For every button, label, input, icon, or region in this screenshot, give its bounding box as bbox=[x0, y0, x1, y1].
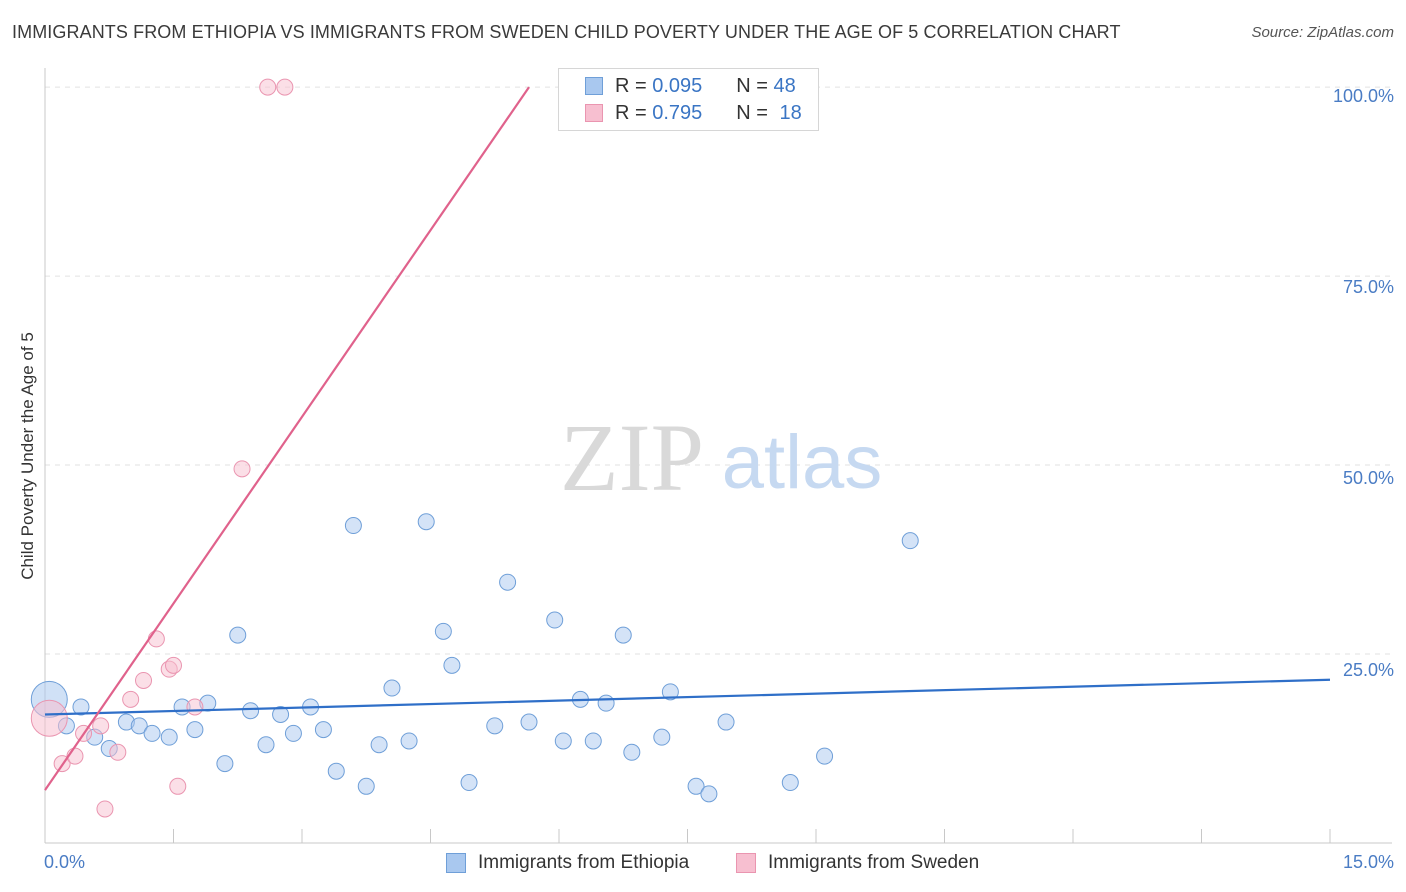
trend-line-ethiopia bbox=[44, 678, 1331, 716]
point-ethiopia-34 bbox=[554, 732, 572, 750]
point-ethiopia-28 bbox=[443, 656, 461, 674]
point-ethiopia-17 bbox=[284, 724, 302, 742]
point-sweden-6 bbox=[109, 743, 127, 761]
trend-line-sweden bbox=[44, 86, 530, 791]
point-sweden-15 bbox=[259, 78, 277, 96]
point-ethiopia-38 bbox=[614, 626, 632, 644]
source-label: Source: ZipAtlas.com bbox=[1251, 24, 1394, 41]
y-tick-label-50: 50.0% bbox=[1342, 468, 1394, 488]
point-ethiopia-40 bbox=[653, 728, 671, 746]
legend-r-value-sweden: 0.795 bbox=[652, 101, 703, 124]
watermark: ZIP atlas bbox=[560, 404, 882, 511]
point-ethiopia-41 bbox=[661, 683, 679, 701]
point-ethiopia-39 bbox=[623, 743, 641, 761]
point-ethiopia-22 bbox=[357, 777, 375, 795]
point-ethiopia-32 bbox=[520, 713, 538, 731]
bottom-legend-ethiopia: Immigrants from Ethiopia bbox=[446, 852, 689, 874]
point-ethiopia-16 bbox=[272, 706, 290, 723]
point-ethiopia-10 bbox=[186, 721, 204, 739]
y-tick-label-25: 25.0% bbox=[1342, 660, 1394, 680]
point-ethiopia-45 bbox=[781, 774, 799, 792]
bottom-legend-label-ethiopia: Immigrants from Ethiopia bbox=[478, 852, 690, 873]
y-tick-label-75: 75.0% bbox=[1342, 277, 1394, 297]
point-sweden-14 bbox=[233, 460, 251, 478]
point-ethiopia-14 bbox=[242, 702, 260, 720]
y-tick-label-100: 100.0% bbox=[1332, 86, 1394, 106]
point-ethiopia-20 bbox=[327, 762, 345, 780]
point-ethiopia-46 bbox=[816, 747, 834, 765]
x-tick-label-min: 0.0% bbox=[44, 852, 86, 872]
point-sweden-11 bbox=[165, 656, 182, 674]
bottom-legend-swatch-ethiopia bbox=[446, 853, 466, 873]
gridlines bbox=[45, 86, 1392, 655]
point-sweden-8 bbox=[135, 671, 153, 689]
point-sweden-7 bbox=[122, 690, 140, 708]
point-ethiopia-15 bbox=[257, 736, 275, 754]
point-ethiopia-24 bbox=[383, 679, 401, 697]
point-ethiopia-44 bbox=[717, 713, 735, 731]
chart-title: IMMIGRANTS FROM ETHIOPIA VS IMMIGRANTS F… bbox=[12, 22, 1121, 42]
correlation-legend: R = 0.095 N = 48 R = 0.795 N = 18 bbox=[558, 68, 819, 131]
point-ethiopia-30 bbox=[486, 717, 504, 735]
point-ethiopia-2 bbox=[72, 698, 90, 716]
point-ethiopia-8 bbox=[160, 728, 178, 746]
point-ethiopia-29 bbox=[460, 774, 478, 792]
point-sweden-9 bbox=[147, 630, 165, 648]
point-ethiopia-37 bbox=[597, 694, 615, 712]
point-ethiopia-42 bbox=[687, 777, 705, 795]
legend-row-sweden: R = 0.795 N = 18 bbox=[585, 100, 802, 126]
point-sweden-13 bbox=[186, 698, 204, 716]
legend-r-value-ethiopia: 0.095 bbox=[652, 74, 703, 97]
point-sweden-4 bbox=[92, 717, 110, 735]
watermark-zip: ZIP bbox=[560, 404, 704, 511]
point-ethiopia-27 bbox=[434, 622, 452, 640]
point-ethiopia-21 bbox=[344, 517, 362, 535]
trend-lines bbox=[44, 86, 1331, 791]
point-ethiopia-7 bbox=[143, 724, 161, 742]
point-ethiopia-43 bbox=[700, 785, 718, 803]
point-sweden-5 bbox=[96, 800, 114, 818]
point-ethiopia-13 bbox=[229, 626, 247, 644]
point-ethiopia-25 bbox=[400, 732, 418, 750]
point-ethiopia-6 bbox=[130, 717, 148, 735]
point-ethiopia-19 bbox=[314, 721, 332, 739]
point-ethiopia-12 bbox=[216, 755, 234, 773]
point-ethiopia-31 bbox=[499, 573, 517, 591]
legend-n-label: N = bbox=[736, 74, 768, 97]
legend-row-ethiopia: R = 0.095 N = 48 bbox=[585, 73, 796, 99]
point-ethiopia-33 bbox=[546, 611, 564, 629]
legend-n-value-sweden: 18 bbox=[779, 101, 802, 124]
bottom-legend-swatch-sweden bbox=[736, 853, 756, 873]
legend-r-label: R = bbox=[615, 101, 647, 124]
point-sweden-16 bbox=[276, 78, 294, 96]
bottom-legend-sweden: Immigrants from Sweden bbox=[736, 852, 979, 874]
legend-swatch-sweden bbox=[585, 104, 603, 122]
legend-n-value-ethiopia: 48 bbox=[773, 74, 796, 97]
point-sweden-12 bbox=[169, 777, 187, 795]
point-ethiopia-23 bbox=[370, 736, 388, 754]
point-ethiopia-26 bbox=[417, 513, 435, 531]
point-ethiopia-47 bbox=[901, 532, 919, 550]
legend-r-label: R = bbox=[615, 74, 647, 97]
point-ethiopia-36 bbox=[584, 732, 602, 750]
axes bbox=[44, 68, 1392, 844]
watermark-atlas: atlas bbox=[722, 420, 883, 505]
legend-n-label: N = bbox=[736, 101, 768, 124]
point-sweden-0 bbox=[30, 699, 68, 737]
legend-swatch-ethiopia bbox=[585, 77, 603, 95]
bottom-legend-label-sweden: Immigrants from Sweden bbox=[768, 852, 980, 873]
x-tick-label-max: 15.0% bbox=[1342, 852, 1394, 872]
